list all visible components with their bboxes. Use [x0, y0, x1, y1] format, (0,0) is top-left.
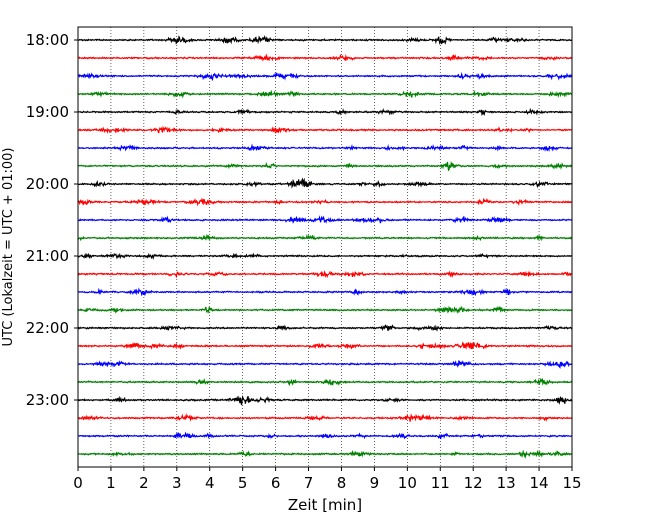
- trace-1930: [77, 143, 573, 153]
- y-axis-ticks: 18:00 19:00 20:00 21:00 22:00 23:00: [26, 31, 78, 409]
- trace-1800: [77, 35, 573, 46]
- trace-2345: [77, 449, 573, 459]
- trace-2145: [77, 305, 573, 314]
- y-tick-label-4: 22:00: [26, 319, 69, 337]
- trace-2330: [77, 431, 573, 440]
- x-tick-label-12: 12: [464, 474, 483, 492]
- x-axis-ticks: 0 1 2 3 4 5 6 7 8 9 10 11 12 13 14 15: [73, 467, 582, 492]
- trace-2030: [77, 215, 573, 224]
- trace-2300: [77, 394, 573, 406]
- x-tick-label-13: 13: [497, 474, 516, 492]
- y-tick-label-0: 18:00: [26, 31, 69, 49]
- trace-1915: [77, 125, 573, 134]
- plot-frame: [77, 26, 573, 468]
- trace-1945: [77, 161, 573, 172]
- x-tick-label-7: 7: [304, 474, 314, 492]
- x-tick-label-4: 4: [205, 474, 215, 492]
- trace-2015: [77, 197, 573, 207]
- trace-1830: [77, 71, 573, 82]
- y-tick-label-3: 21:00: [26, 247, 69, 265]
- trace-2245: [77, 377, 573, 387]
- trace-2230: [77, 359, 573, 369]
- trace-2115: [77, 270, 573, 279]
- trace-2100: [77, 252, 573, 261]
- x-tick-label-0: 0: [73, 474, 83, 492]
- trace-2000: [77, 177, 573, 189]
- trace-2045: [77, 233, 573, 242]
- y-tick-label-2: 20:00: [26, 175, 69, 193]
- grid-layer: [110, 27, 540, 467]
- trace-2315: [77, 412, 573, 422]
- trace-1815: [77, 53, 573, 62]
- x-axis-label: Zeit [min]: [288, 496, 362, 514]
- x-tick-label-10: 10: [398, 474, 417, 492]
- x-tick-label-5: 5: [238, 474, 248, 492]
- x-tick-label-8: 8: [337, 474, 347, 492]
- trace-1900: [77, 107, 573, 116]
- trace-2200: [77, 324, 573, 332]
- x-tick-label-3: 3: [172, 474, 182, 492]
- x-tick-label-1: 1: [106, 474, 116, 492]
- x-tick-label-15: 15: [562, 474, 581, 492]
- trace-2130: [77, 287, 573, 297]
- x-tick-label-11: 11: [431, 474, 450, 492]
- trace-1845: [77, 89, 573, 99]
- y-axis-label: UTC (Lokalzeit = UTC + 01:00): [1, 148, 16, 347]
- x-tick-label-2: 2: [139, 474, 149, 492]
- y-tick-label-5: 23:00: [26, 391, 69, 409]
- x-tick-label-6: 6: [271, 474, 281, 492]
- trace-layer: [77, 35, 573, 459]
- x-tick-label-14: 14: [530, 474, 549, 492]
- y-tick-label-1: 19:00: [26, 103, 69, 121]
- x-tick-label-9: 9: [370, 474, 380, 492]
- trace-2215: [77, 341, 573, 350]
